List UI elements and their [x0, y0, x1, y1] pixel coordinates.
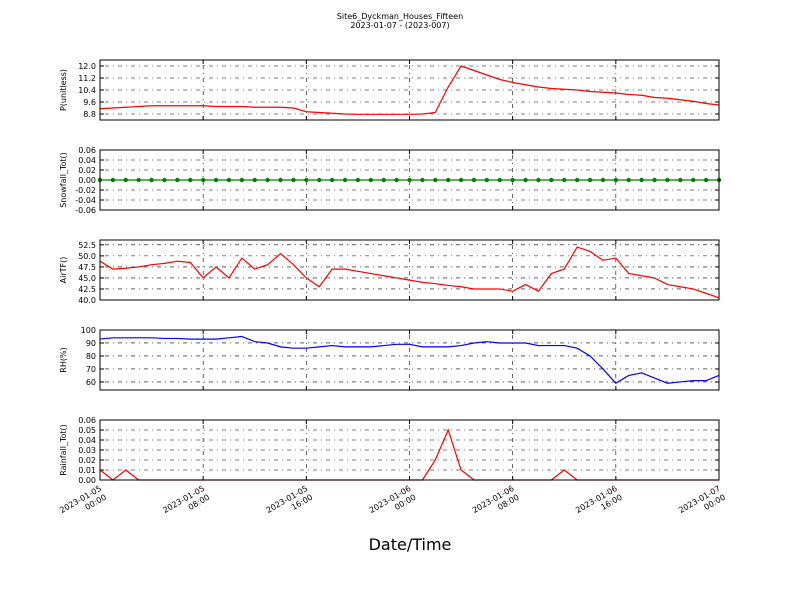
data-point [252, 177, 257, 183]
y-tick-label: -0.06 [75, 206, 96, 215]
y-axis-label: P(unitless) [59, 69, 68, 111]
data-point [471, 177, 477, 183]
data-point [613, 177, 619, 183]
data-point [665, 177, 670, 183]
y-axis-label: RH(%) [59, 347, 68, 372]
data-point [458, 177, 464, 183]
y-axis-label: Rainfall_Tot() [59, 424, 68, 476]
y-tick-label: 0.02 [78, 166, 96, 175]
data-point [626, 177, 631, 183]
data-point [265, 177, 270, 183]
y-tick-label: 0.04 [78, 156, 96, 165]
data-point [291, 177, 296, 183]
chart-title: Site6_Dyckman_Houses_Fifteen [337, 12, 463, 21]
y-tick-label: 9.6 [83, 98, 96, 107]
data-point [317, 177, 322, 183]
data-point [703, 177, 709, 183]
data-point [110, 177, 116, 183]
y-tick-label: -0.04 [75, 196, 96, 205]
data-point [523, 177, 528, 183]
data-point [536, 177, 541, 183]
data-point [678, 177, 683, 183]
data-point [355, 177, 361, 183]
y-tick-label: 45.0 [78, 274, 96, 283]
y-tick-label: 52.5 [78, 241, 96, 250]
data-point [239, 177, 245, 183]
y-tick-label: 8.8 [83, 110, 96, 119]
y-tick-label: 0.00 [78, 476, 96, 485]
chart-subtitle: 2023-01-07 - (2023-007) [350, 21, 449, 30]
data-point [149, 177, 154, 183]
data-point [562, 177, 567, 183]
y-tick-label: 12.0 [78, 62, 96, 71]
y-tick-label: 42.5 [78, 285, 96, 294]
data-point [175, 177, 180, 183]
data-line [99, 246, 720, 299]
data-point [136, 177, 141, 183]
plot-frame [99, 329, 720, 391]
data-point [381, 177, 386, 183]
data-point [329, 177, 335, 183]
data-point [200, 177, 206, 183]
data-point [574, 177, 580, 183]
y-tick-label: -0.02 [75, 186, 96, 195]
data-point [162, 177, 167, 183]
data-line [99, 335, 720, 385]
data-point [226, 177, 232, 183]
y-tick-label: 90 [86, 339, 96, 348]
y-tick-label: 80 [86, 352, 96, 361]
data-point [600, 177, 606, 183]
y-tick-label: 0.00 [78, 176, 96, 185]
data-point [639, 177, 644, 183]
y-tick-label: 60 [86, 378, 96, 387]
data-point [433, 177, 438, 183]
y-tick-label: 10.4 [78, 86, 96, 95]
y-tick-label: 47.5 [78, 263, 96, 272]
data-point [407, 177, 412, 183]
data-point [188, 177, 193, 183]
y-axis-label: AirTF() [59, 257, 68, 284]
y-tick-label: 0.06 [78, 146, 96, 155]
plot-frame [99, 239, 720, 301]
data-point [342, 177, 348, 183]
data-point [394, 177, 399, 183]
plot-frame [99, 149, 720, 211]
data-point [484, 177, 490, 183]
data-point [549, 177, 554, 183]
data-point [420, 177, 425, 183]
y-axis-label: Snowfall_Tot() [59, 152, 68, 208]
data-point [213, 177, 219, 183]
y-tick-label: 0.04 [78, 436, 96, 445]
y-tick-label: 40.0 [78, 296, 96, 305]
y-tick-label: 70 [86, 365, 96, 374]
data-point [652, 177, 657, 183]
data-line [99, 65, 720, 115]
y-tick-label: 0.02 [78, 456, 96, 465]
data-point [445, 177, 451, 183]
y-tick-label: 11.2 [78, 74, 96, 83]
y-tick-label: 0.01 [78, 466, 96, 475]
data-point [368, 177, 374, 183]
plot-frame [99, 59, 720, 121]
y-tick-label: 0.05 [78, 426, 96, 435]
data-point [278, 177, 283, 183]
plot-frame [99, 419, 720, 481]
y-tick-label: 0.03 [78, 446, 96, 455]
y-tick-label: 100 [81, 326, 96, 335]
data-point [691, 177, 696, 183]
y-tick-label: 0.06 [78, 416, 96, 425]
x-axis-label: Date/Time [369, 535, 452, 554]
data-point [123, 177, 128, 183]
data-point [510, 177, 515, 183]
y-tick-label: 50.0 [78, 252, 96, 261]
data-point [497, 177, 502, 183]
data-point [304, 177, 309, 183]
data-point [587, 177, 593, 183]
